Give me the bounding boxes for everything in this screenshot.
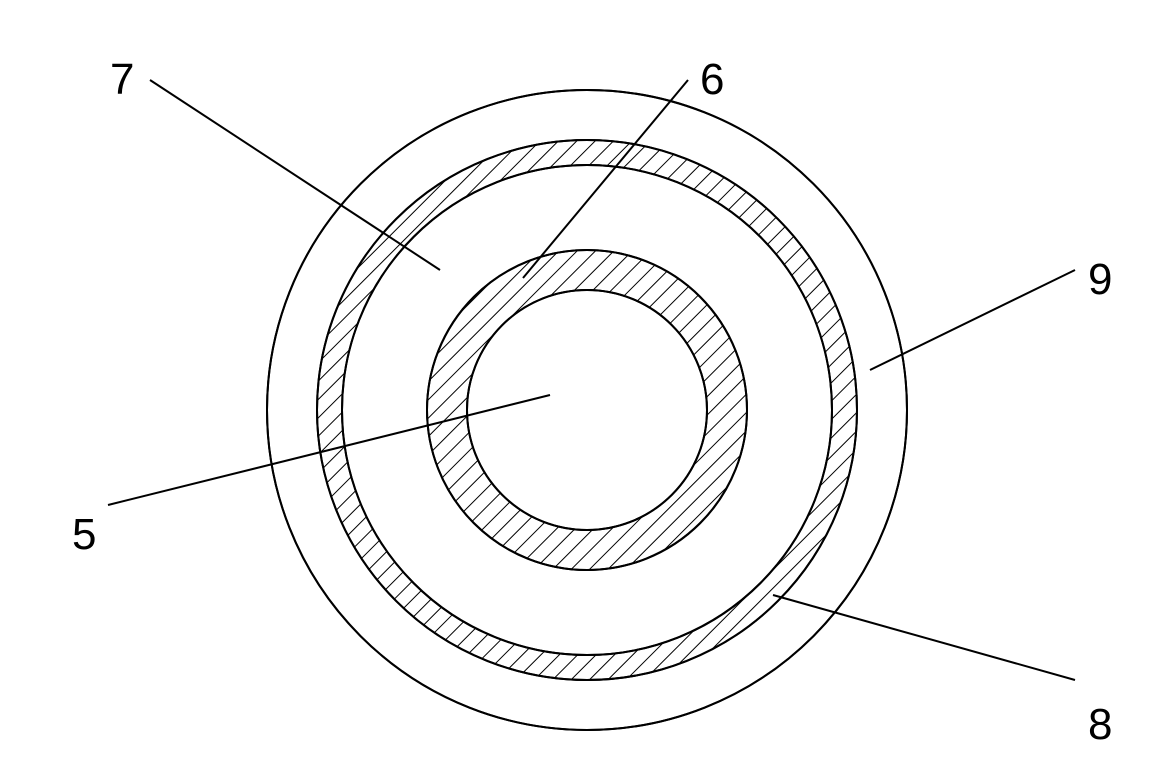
cross-section-svg (0, 0, 1174, 759)
callout-label-5: 5 (72, 510, 96, 560)
callout-label-9: 9 (1088, 255, 1112, 305)
hatched-ring (427, 250, 747, 570)
leader-line-7 (150, 80, 440, 270)
callout-label-6: 6 (700, 55, 724, 105)
leader-line-9 (870, 270, 1075, 370)
callout-label-8: 8 (1088, 700, 1112, 750)
leader-line-8 (773, 595, 1075, 680)
diagram-container: 5 6 7 8 9 (0, 0, 1174, 759)
callout-label-7: 7 (110, 55, 134, 105)
